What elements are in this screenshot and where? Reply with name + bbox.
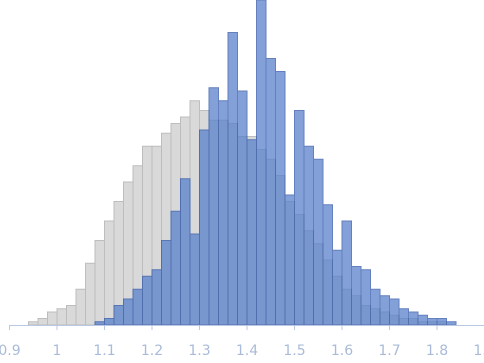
bar <box>208 87 219 326</box>
bar <box>246 139 257 326</box>
x-tick-label: 1.5 <box>283 343 305 359</box>
bar <box>265 58 276 326</box>
bar <box>398 308 409 326</box>
bar <box>132 288 143 326</box>
bar <box>28 321 39 326</box>
bar <box>180 178 191 326</box>
bar <box>389 298 400 326</box>
bar <box>161 240 172 326</box>
bar <box>85 262 96 326</box>
bar <box>47 311 58 326</box>
bar <box>427 318 438 326</box>
bar <box>151 269 162 326</box>
bar <box>94 240 105 326</box>
bar <box>227 32 238 326</box>
x-tick-label: 1.3 <box>188 343 210 359</box>
bar <box>37 318 48 326</box>
x-tick-label: 1.1 <box>93 343 115 359</box>
bar <box>313 158 324 326</box>
bar <box>104 318 115 326</box>
x-tick-label: 1.4 <box>236 343 258 359</box>
x-tick-label: 1 <box>53 343 62 359</box>
bar <box>322 204 333 326</box>
bar <box>341 220 352 326</box>
bar <box>104 220 115 326</box>
bar <box>284 194 295 326</box>
bar <box>351 266 362 326</box>
bar <box>256 0 267 326</box>
bar <box>66 305 77 326</box>
bar <box>199 129 210 326</box>
bar <box>379 295 390 326</box>
x-tick-label: 1.8 <box>426 343 448 359</box>
bar <box>275 71 286 326</box>
bar <box>75 288 86 326</box>
bar <box>436 318 447 326</box>
bar <box>360 269 371 326</box>
bar <box>142 275 153 326</box>
bar <box>218 100 229 326</box>
x-tick-label: 0.9 <box>0 343 21 359</box>
bar <box>189 233 200 326</box>
series <box>94 0 457 326</box>
x-tick-label: 1.6 <box>331 343 353 359</box>
x-tick-label: 1.2 <box>141 343 163 359</box>
bar <box>408 311 419 326</box>
bar <box>170 210 181 326</box>
bar <box>294 110 305 326</box>
x-tick-label: 1.9 <box>473 343 484 359</box>
bar <box>94 321 105 326</box>
bar <box>332 249 343 326</box>
bar <box>417 314 428 326</box>
bar <box>56 308 67 326</box>
bar <box>113 305 124 326</box>
bar <box>123 298 134 326</box>
x-tick-label: 1.7 <box>378 343 400 359</box>
bar <box>370 288 381 326</box>
bar <box>303 145 314 326</box>
bar <box>237 90 248 326</box>
bar <box>446 321 457 326</box>
